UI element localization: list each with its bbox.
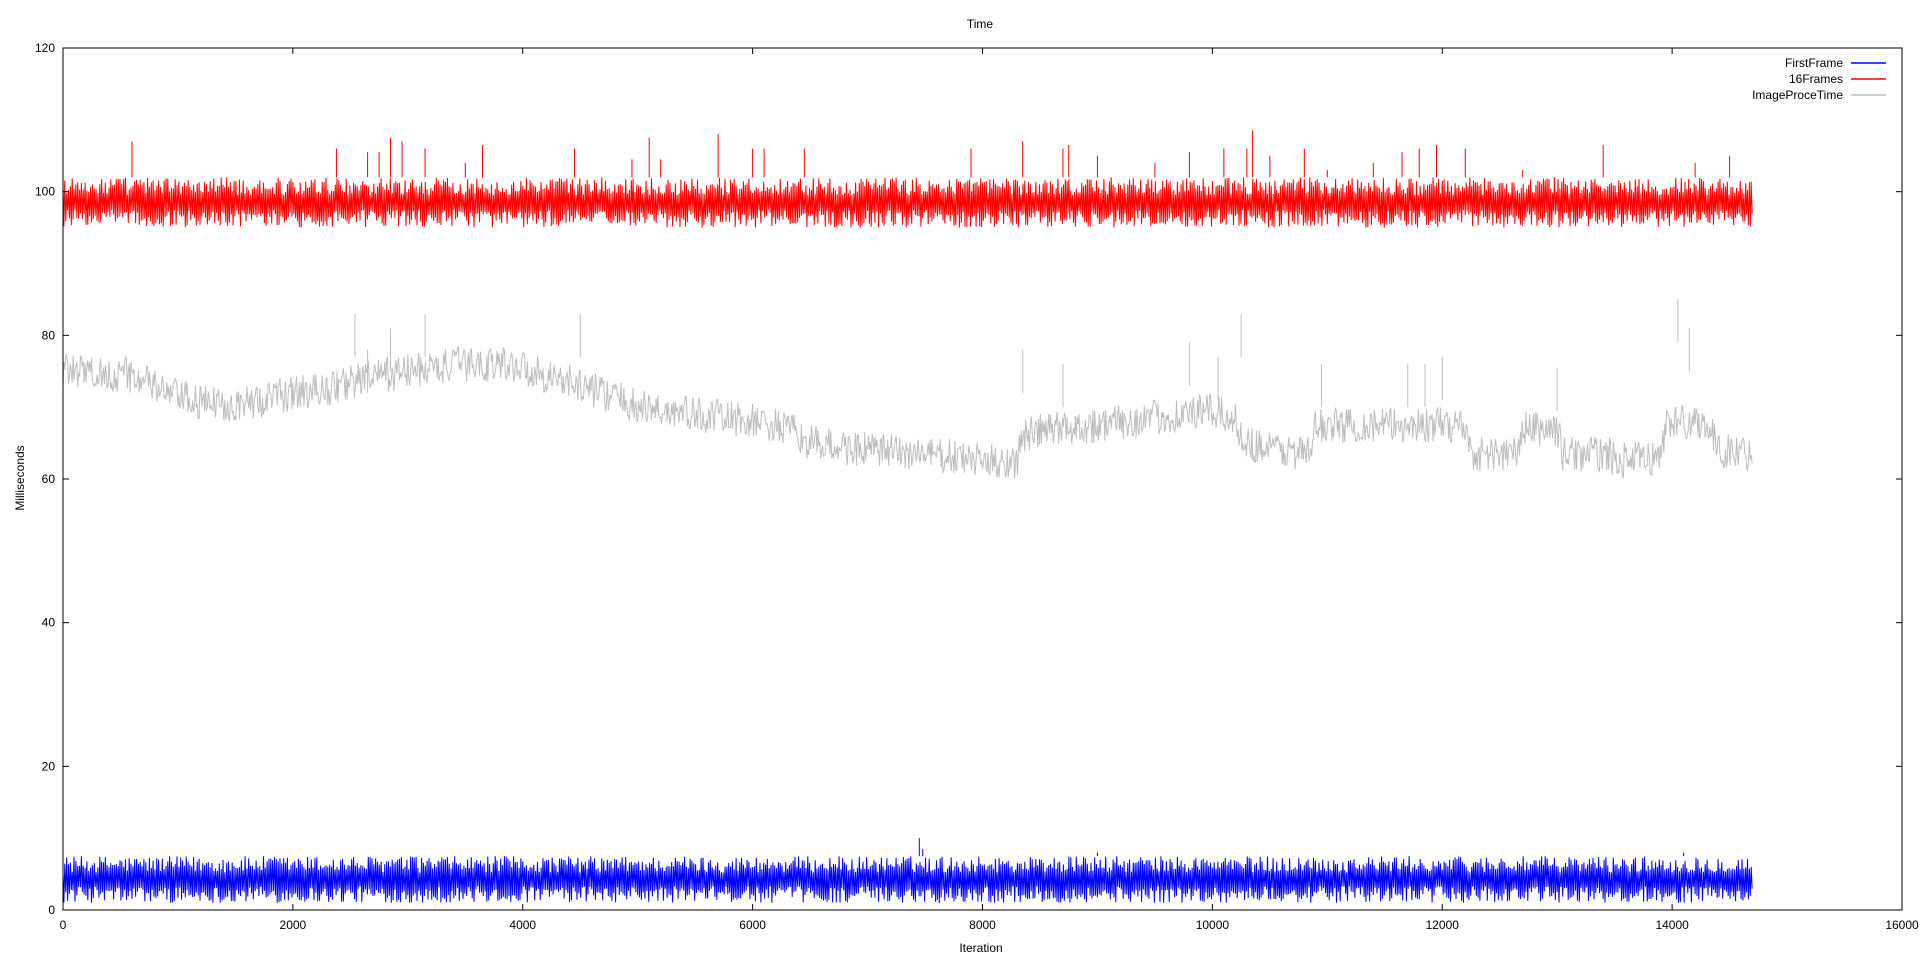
x-tick-label-6: 12000 <box>1426 918 1460 932</box>
x-axis-title: Iteration <box>959 941 1002 955</box>
series-line-16Frames <box>62 177 1753 228</box>
y-tick-label-6: 120 <box>35 41 55 55</box>
chart-title: Time <box>967 17 994 31</box>
legend-label-FirstFrame: FirstFrame <box>1785 56 1843 70</box>
y-axis-title: Milliseconds <box>13 445 27 510</box>
series-layer <box>62 130 1753 903</box>
x-tick-label-7: 14000 <box>1655 918 1689 932</box>
x-tick-label-0: 0 <box>60 918 67 932</box>
x-tick-label-4: 8000 <box>969 918 996 932</box>
y-tick-label-3: 60 <box>42 472 56 486</box>
legend-label-16Frames: 16Frames <box>1789 72 1843 86</box>
legend-label-ImageProceTime: ImageProceTime <box>1752 88 1843 102</box>
x-tick-label-8: 16000 <box>1885 918 1919 932</box>
series-16Frames <box>62 130 1753 228</box>
x-tick-label-5: 10000 <box>1196 918 1230 932</box>
series-line-ImageProceTime <box>62 345 1753 479</box>
y-tick-label-4: 80 <box>42 328 56 342</box>
series-FirstFrame <box>62 838 1753 903</box>
legend: FirstFrame 16Frames ImageProceTime <box>1752 56 1886 102</box>
y-tick-label-2: 40 <box>42 616 56 630</box>
x-tick-label-1: 2000 <box>280 918 307 932</box>
y-tick-label-1: 20 <box>42 759 56 773</box>
series-ImageProceTime <box>62 299 1753 479</box>
x-tick-label-3: 6000 <box>739 918 766 932</box>
axes-layer: 0 2000 4000 6000 8000 10000 12000 14000 16000 0 20… <box>35 41 1919 932</box>
y-tick-label-0: 0 <box>48 903 55 917</box>
y-tick-label-5: 100 <box>35 185 55 199</box>
x-tick-label-2: 4000 <box>509 918 536 932</box>
series-line-FirstFrame <box>62 856 1753 903</box>
plot-frame <box>62 47 1903 911</box>
